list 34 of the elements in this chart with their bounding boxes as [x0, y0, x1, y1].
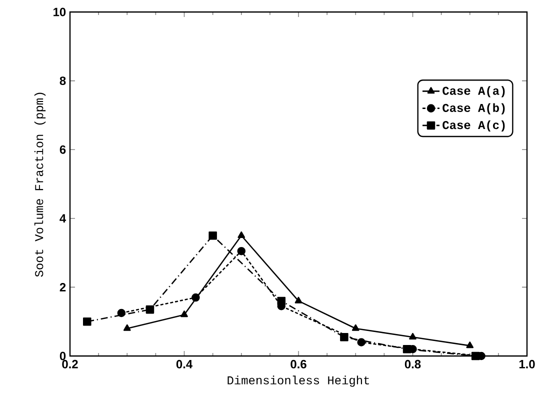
legend-label: Case A(c) — [442, 120, 505, 132]
y-tick-label: 0 — [60, 352, 66, 360]
point — [146, 305, 154, 314]
legend-label: Case A(b) — [442, 103, 505, 114]
x-tick-label: 0.6 — [290, 360, 306, 368]
y-tick-label: 6 — [60, 145, 66, 154]
point — [294, 296, 302, 304]
x-tick-label: 0.8 — [404, 360, 421, 368]
x-tick-label: 0.4 — [176, 360, 192, 368]
point — [123, 324, 131, 331]
point — [83, 317, 92, 326]
y-tick-label: 10 — [54, 8, 66, 16]
x-axis-title: Dimensionless Height — [228, 376, 369, 387]
x-tick-label: 1.0 — [519, 360, 535, 368]
point — [117, 308, 126, 318]
point — [471, 352, 480, 360]
point — [352, 324, 360, 331]
y-axis-title: Soot Volume Fraction (ppm) — [34, 92, 46, 277]
y-tick-label: 4 — [60, 214, 66, 223]
point — [277, 296, 286, 306]
point — [357, 338, 366, 346]
x-tick-label: 0.2 — [62, 360, 78, 368]
y-tick-label: 8 — [60, 76, 66, 86]
legend-label: Case A(a) — [442, 86, 505, 98]
point — [409, 332, 416, 340]
y-tick-label: 2 — [60, 283, 66, 292]
point — [238, 231, 246, 238]
point — [340, 332, 348, 342]
point — [402, 344, 412, 354]
point — [208, 231, 217, 240]
point — [180, 310, 188, 318]
point — [192, 293, 200, 302]
point — [466, 342, 474, 348]
point — [237, 246, 246, 256]
